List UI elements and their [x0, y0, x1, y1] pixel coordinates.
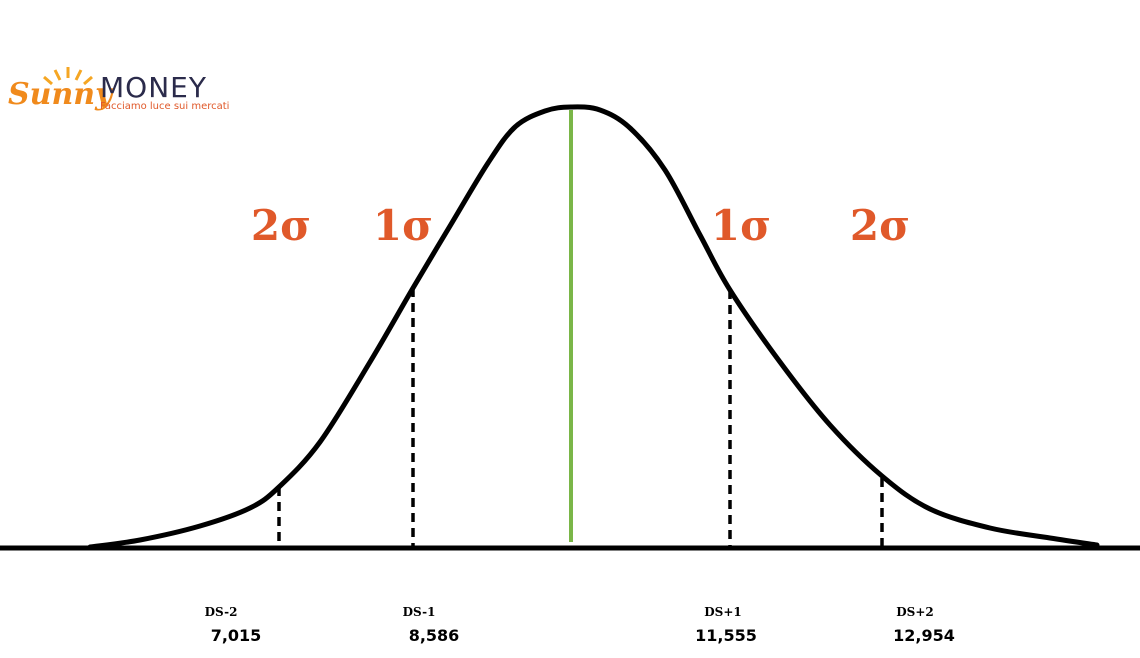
sigma-label: 1σ	[373, 201, 433, 250]
marker-value: 8,586	[409, 626, 460, 645]
sigma-label: 1σ	[711, 201, 771, 250]
marker-value: 12,954	[893, 626, 955, 645]
logo-name: MONEY	[100, 71, 207, 104]
marker-label: DS+1	[704, 605, 741, 619]
marker-label: DS-1	[403, 605, 436, 619]
sigma-lines	[277, 288, 884, 546]
logo-brand: Sunny	[8, 77, 115, 112]
sigma-label: 2σ	[251, 201, 311, 250]
marker-value: 7,015	[211, 626, 262, 645]
marker-label: DS+2	[896, 605, 933, 619]
logo-tagline: Facciamo luce sui mercati	[100, 101, 229, 112]
sigma-label: 2σ	[850, 201, 910, 250]
marker-label: DS-2	[205, 605, 238, 619]
sun-rays	[43, 67, 93, 86]
bell-curve	[87, 104, 1100, 550]
logo: Sunny MONEY Facciamo luce sui mercati	[8, 67, 229, 112]
marker-value: 11,555	[695, 626, 757, 645]
